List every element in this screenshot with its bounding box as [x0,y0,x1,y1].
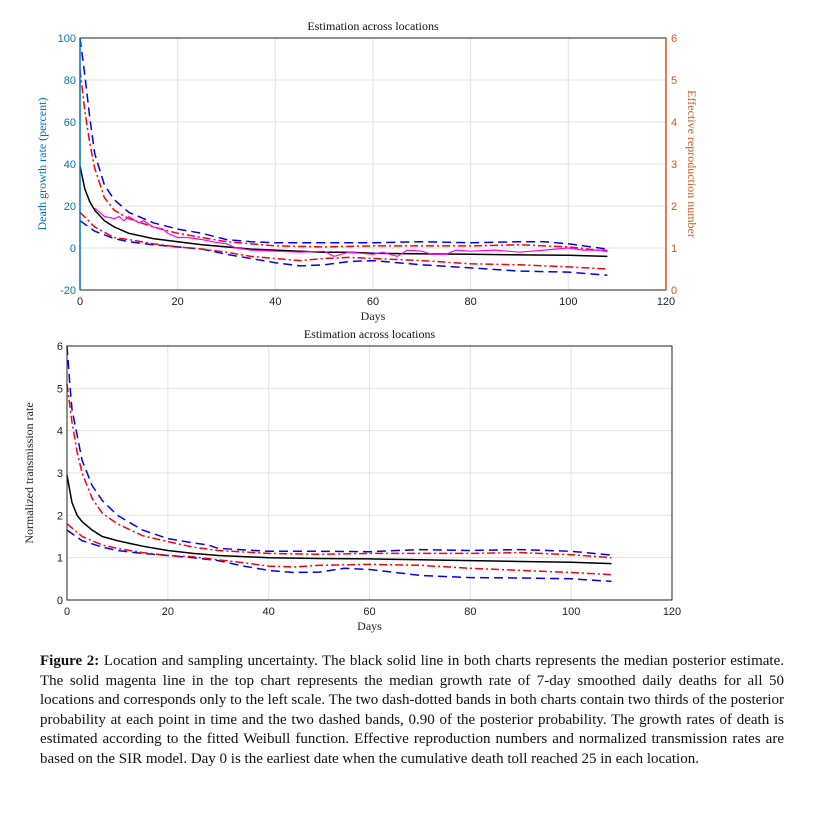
chart2-x-tick-label: 40 [263,606,275,618]
chart2-y-tick-label: 2 [57,510,63,522]
chart1-y-tick-label: 100 [58,33,76,45]
chart1-y-right-tick-label: 2 [671,201,677,213]
chart1-y-tick-label: 0 [70,243,76,255]
chart1-x-tick-label: 100 [559,296,577,308]
chart1-series-lower-0-90-band [79,220,608,277]
chart1-y-right-tick-label: 6 [671,33,677,45]
chart2-y-tick-label: 4 [57,426,63,438]
chart2-axes-frame [66,345,673,601]
chart2-y-tick-label: 1 [57,553,63,565]
figure-caption: Figure 2: Location and sampling uncertai… [40,652,784,769]
chart1-series-lower-two-thirds-band [79,211,608,270]
chart1-y-right-tick-label: 5 [671,75,677,87]
chart1-x-tick-label: 0 [77,296,83,308]
chart1-x-axis-label: Days [361,309,386,323]
figure: 0 20 40 60 80 100 120-200204060801000123456Eff… [22,19,699,633]
chart1-y-right-tick-label: 1 [671,243,677,255]
chart2-y-tick-label: 6 [57,341,63,353]
chart1-y-axis-label: Death growth rate (percent) [35,98,49,231]
chart2-y-axis-label: Normalized transmission rate [22,402,36,543]
chart2-x-tick-label: 60 [363,606,375,618]
chart2-y-tick-label: 5 [57,383,63,395]
chart1-title: Estimation across locations [307,19,439,33]
caption-text: Location and sampling uncertainty. The b… [40,653,784,767]
chart1-y-tick-label: -20 [60,285,76,297]
chart1-y-right-tick-label: 4 [671,117,677,129]
chart2-series-median [66,474,612,565]
chart1-series-upper-two-thirds-band [79,69,608,252]
chart2-series-lower-two-thirds-band [66,523,612,576]
chart1-y-tick-label: 60 [64,117,76,129]
chart1-y-right-tick-label: 3 [671,159,677,171]
chart1-y-tick-label: 80 [64,75,76,87]
chart1-y-right-tick-label: 0 [671,285,677,297]
chart2-title: Estimation across locations [304,327,436,341]
chart1-x-tick-label: 20 [172,296,184,308]
chart2-x-tick-label: 100 [562,606,580,618]
chart1-x-tick-label: 80 [465,296,477,308]
chart2-x-axis-label: Days [357,619,382,633]
chart1-y-tick-label: 20 [64,201,76,213]
chart2-series-lower-0-90-band [66,529,612,583]
chart2-x-tick-label: 20 [162,606,174,618]
chart2-y-tick-label: 3 [57,468,63,480]
chart2-y-tick-label: 0 [57,595,63,607]
chart2-series-upper-0-90-band [66,345,612,556]
chart1-x-tick-label: 60 [367,296,379,308]
chart1-series-upper-0-90-band [79,37,608,250]
chart1-series-median-growth-rate-7-day-smoothed [94,207,608,258]
chart2-x-tick-label: 80 [464,606,476,618]
chart1-y-right-axis-label: Effective reproduction number [685,90,699,238]
chart1-y-tick-label: 40 [64,159,76,171]
chart2-x-tick-label: 120 [663,606,681,618]
chart1-x-tick-label: 40 [269,296,281,308]
chart1-x-tick-label: 120 [657,296,675,308]
caption-label: Figure 2: [40,653,100,669]
chart2-x-tick-label: 0 [64,606,70,618]
